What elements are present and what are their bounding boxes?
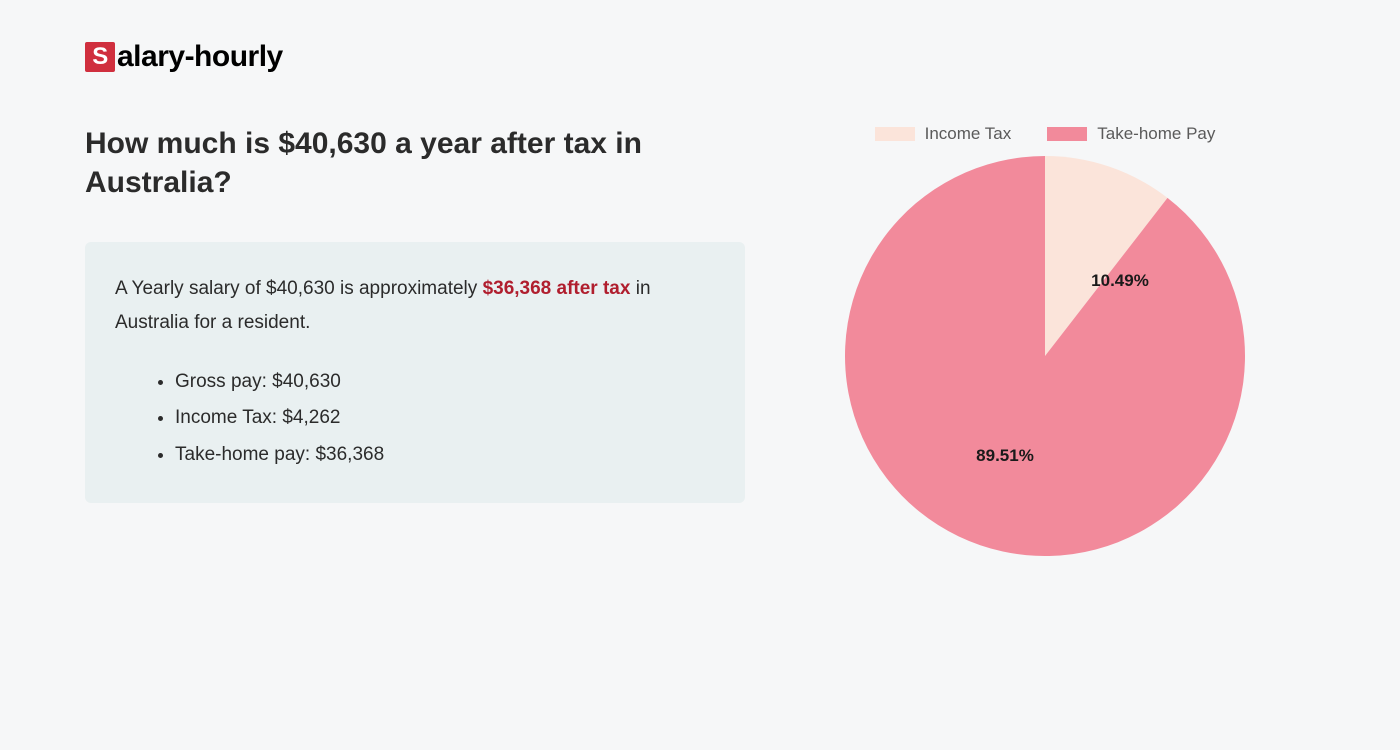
summary-card: A Yearly salary of $40,630 is approximat… [85, 242, 745, 503]
chart-legend: Income Tax Take-home Pay [875, 124, 1216, 144]
logo-badge: S [85, 42, 115, 72]
summary-list: Gross pay: $40,630 Income Tax: $4,262 Ta… [115, 364, 715, 472]
pie-chart: 10.49% 89.51% [845, 156, 1245, 556]
slice-label-take-home: 89.51% [976, 446, 1034, 466]
legend-item-take-home: Take-home Pay [1047, 124, 1215, 144]
list-item: Gross pay: $40,630 [175, 364, 715, 400]
legend-item-income-tax: Income Tax [875, 124, 1012, 144]
legend-label: Take-home Pay [1097, 124, 1215, 144]
summary-highlight: $36,368 after tax [483, 278, 631, 299]
summary-before: A Yearly salary of $40,630 is approximat… [115, 278, 483, 299]
page-title: How much is $40,630 a year after tax in … [85, 124, 745, 202]
logo-text: alary-hourly [117, 40, 283, 74]
summary-text: A Yearly salary of $40,630 is approximat… [115, 272, 715, 340]
legend-label: Income Tax [925, 124, 1012, 144]
pie-svg [845, 156, 1245, 556]
legend-swatch [1047, 127, 1087, 141]
list-item: Take-home pay: $36,368 [175, 437, 715, 473]
list-item: Income Tax: $4,262 [175, 400, 715, 436]
site-logo: Salary-hourly [85, 40, 1315, 74]
legend-swatch [875, 127, 915, 141]
slice-label-income-tax: 10.49% [1091, 271, 1149, 291]
